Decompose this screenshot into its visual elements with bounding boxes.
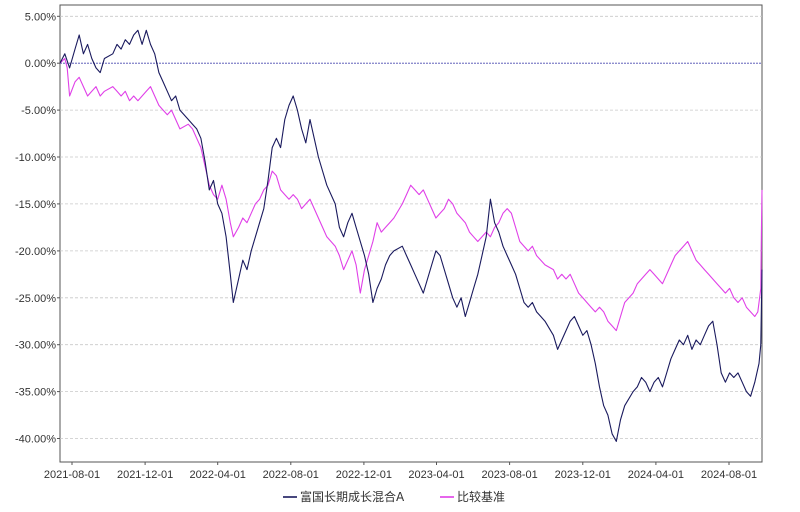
series-lines <box>59 29 763 442</box>
y-tick-label: -15.00% <box>15 199 56 211</box>
x-tick-label: 2022-12-01 <box>336 469 392 481</box>
y-axis-ticks: 5.00% 0.00% -5.00% -10.00% -15.00% -20.00% -25… <box>15 11 60 446</box>
y-tick-label: -5.00% <box>21 105 56 117</box>
x-tick-label: 2021-12-01 <box>117 469 173 481</box>
y-tick-label: -35.00% <box>15 387 56 399</box>
y-tick-label: -20.00% <box>15 246 56 258</box>
y-tick-label: -10.00% <box>15 152 56 164</box>
legend-label: 富国长期成长混合A <box>300 489 405 504</box>
x-tick-label: 2023-12-01 <box>555 469 611 481</box>
y-tick-label: -30.00% <box>15 340 56 352</box>
x-tick-label: 2022-04-01 <box>190 469 246 481</box>
x-axis-ticks: 2021-08-01 2021-12-01 2022-04-01 2022-08-01… <box>44 462 757 481</box>
y-tick-label: -25.00% <box>15 293 56 305</box>
series-line-benchmark <box>59 57 763 332</box>
x-tick-label: 2024-04-01 <box>628 469 684 481</box>
series-line-fund <box>59 29 763 442</box>
x-tick-label: 2021-08-01 <box>44 469 100 481</box>
plot-frame <box>59 4 763 463</box>
y-tick-label: 5.00% <box>25 11 56 23</box>
legend-label: 比较基准 <box>457 489 505 504</box>
grid-lines <box>60 15 762 439</box>
legend: 富国长期成长混合A 比较基准 <box>283 489 505 504</box>
y-tick-label: -40.00% <box>15 434 56 446</box>
x-tick-label: 2022-08-01 <box>263 469 319 481</box>
y-tick-label: 0.00% <box>25 58 56 70</box>
x-tick-label: 2024-08-01 <box>701 469 757 481</box>
x-tick-label: 2023-04-01 <box>408 469 464 481</box>
x-tick-label: 2023-08-01 <box>481 469 537 481</box>
